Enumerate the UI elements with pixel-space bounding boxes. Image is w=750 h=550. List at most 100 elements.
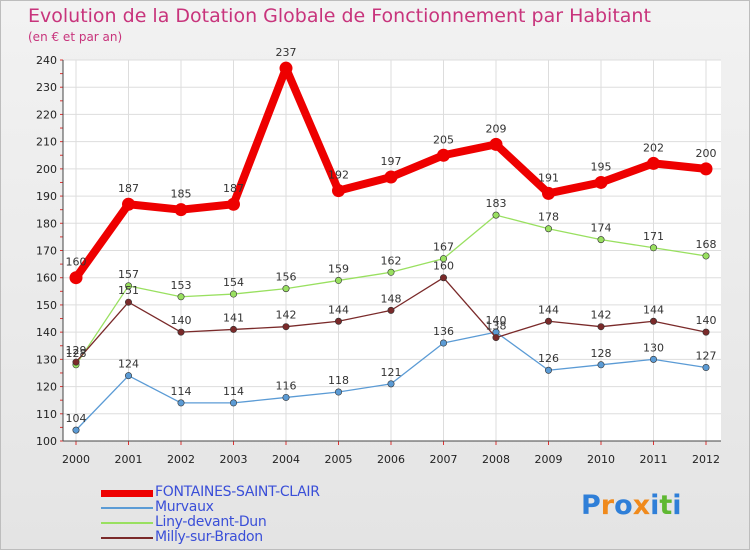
data-label-murvaux: 114 — [223, 385, 244, 398]
y-tick-label: 140 — [36, 326, 57, 339]
data-label-fontaines-saint-clair: 191 — [538, 171, 559, 184]
data-label-liny-devant-dun: 128 — [66, 347, 87, 360]
data-point-milly-sur-bradon — [439, 274, 447, 282]
legend-swatch-milly-sur-bradon — [101, 537, 153, 539]
data-point-liny-devant-dun — [230, 290, 238, 298]
data-label-fontaines-saint-clair: 202 — [643, 141, 664, 154]
data-point-milly-sur-bradon — [177, 328, 185, 336]
y-tick-label: 210 — [36, 136, 57, 149]
data-label-fontaines-saint-clair: 160 — [66, 256, 87, 269]
x-tick-label: 2012 — [692, 453, 720, 466]
logo-letter: i — [672, 490, 682, 521]
data-label-fontaines-saint-clair: 192 — [328, 169, 349, 182]
data-point-liny-devant-dun — [387, 268, 395, 276]
data-label-fontaines-saint-clair: 200 — [696, 147, 717, 160]
data-label-murvaux: 104 — [66, 412, 87, 425]
x-tick-label: 2006 — [377, 453, 405, 466]
x-tick-label: 2011 — [640, 453, 668, 466]
data-point-fontaines-saint-clair — [174, 203, 188, 217]
data-label-milly-sur-bradon: 140 — [696, 314, 717, 327]
x-tick-label: 2005 — [325, 453, 353, 466]
data-point-murvaux — [649, 355, 657, 363]
data-point-milly-sur-bradon — [544, 317, 552, 325]
data-point-murvaux — [177, 399, 185, 407]
data-label-milly-sur-bradon: 138 — [486, 320, 507, 333]
data-point-liny-devant-dun — [492, 211, 500, 219]
data-label-fontaines-saint-clair: 187 — [223, 182, 244, 195]
data-point-milly-sur-bradon — [702, 328, 710, 336]
data-label-murvaux: 126 — [538, 352, 559, 365]
series — [69, 61, 713, 434]
chart-title: Evolution de la Dotation Globale de Fonc… — [28, 5, 651, 27]
x-tick-label: 2001 — [115, 453, 143, 466]
data-label-murvaux: 130 — [643, 341, 664, 354]
data-label-liny-devant-dun: 162 — [381, 254, 402, 267]
data-point-fontaines-saint-clair — [489, 137, 503, 151]
legend-swatch-fontaines-saint-clair — [101, 489, 153, 497]
data-label-liny-devant-dun: 178 — [538, 211, 559, 224]
data-label-milly-sur-bradon: 141 — [223, 311, 244, 324]
data-label-fontaines-saint-clair: 205 — [433, 133, 454, 146]
data-point-murvaux — [544, 366, 552, 374]
x-tick-label: 2009 — [535, 453, 563, 466]
data-point-milly-sur-bradon — [387, 306, 395, 314]
data-label-fontaines-saint-clair: 187 — [118, 182, 139, 195]
logo-letter: i — [650, 490, 660, 521]
x-tick-label: 2008 — [482, 453, 510, 466]
data-label-milly-sur-bradon: 144 — [643, 303, 664, 316]
data-point-milly-sur-bradon — [334, 317, 342, 325]
y-tick-label: 160 — [36, 272, 57, 285]
data-label-fontaines-saint-clair: 185 — [171, 188, 192, 201]
x-tick-label: 2010 — [587, 453, 615, 466]
data-label-milly-sur-bradon: 160 — [433, 260, 454, 273]
data-label-milly-sur-bradon: 142 — [276, 309, 297, 322]
data-label-murvaux: 136 — [433, 325, 454, 338]
y-tick-label: 110 — [36, 408, 57, 421]
axes: 100 110 120 130 140 150 160 170 180 190 200 210 220 2… — [36, 54, 721, 466]
logo-letter: P — [581, 490, 601, 521]
data-point-murvaux — [439, 339, 447, 347]
x-tick-label: 2003 — [220, 453, 248, 466]
chart-subtitle: (en € et par an) — [28, 30, 123, 44]
data-point-murvaux — [597, 361, 605, 369]
data-label-liny-devant-dun: 168 — [696, 238, 717, 251]
y-tick-label: 150 — [36, 299, 57, 312]
data-label-liny-devant-dun: 183 — [486, 197, 507, 210]
x-tick-label: 2000 — [62, 453, 90, 466]
data-point-fontaines-saint-clair — [69, 271, 83, 285]
data-label-liny-devant-dun: 171 — [643, 230, 664, 243]
data-label-liny-devant-dun: 159 — [328, 262, 349, 275]
data-point-liny-devant-dun — [177, 293, 185, 301]
legend-label-murvaux: Murvaux — [155, 499, 214, 515]
data-point-liny-devant-dun — [282, 285, 290, 293]
data-label-murvaux: 124 — [118, 358, 139, 371]
data-point-milly-sur-bradon — [230, 325, 238, 333]
legend-label-liny-devant-dun: Liny-devant-Dun — [155, 514, 267, 530]
y-tick-label: 190 — [36, 190, 57, 203]
data-point-liny-devant-dun — [702, 252, 710, 260]
data-point-liny-devant-dun — [544, 225, 552, 233]
data-label-milly-sur-bradon: 129 — [66, 344, 87, 357]
y-tick-label: 170 — [36, 245, 57, 258]
data-label-murvaux: 121 — [381, 366, 402, 379]
data-label-fontaines-saint-clair: 209 — [486, 122, 507, 135]
y-tick-label: 130 — [36, 353, 57, 366]
data-label-liny-devant-dun: 174 — [591, 222, 612, 235]
data-label-murvaux: 114 — [171, 385, 192, 398]
data-label-milly-sur-bradon: 144 — [538, 303, 559, 316]
data-point-fontaines-saint-clair — [647, 156, 660, 170]
data-label-liny-devant-dun: 156 — [276, 271, 297, 284]
logo-letter: x — [632, 490, 651, 521]
data-point-liny-devant-dun — [334, 276, 342, 284]
data-label-milly-sur-bradon: 148 — [381, 292, 402, 305]
data-point-liny-devant-dun — [597, 236, 605, 244]
data-label-fontaines-saint-clair: 195 — [591, 160, 612, 173]
data-point-fontaines-saint-clair — [227, 197, 240, 211]
data-point-murvaux — [125, 372, 133, 380]
data-point-murvaux — [72, 426, 80, 434]
y-tick-label: 220 — [36, 108, 57, 121]
data-label-milly-sur-bradon: 151 — [118, 284, 139, 297]
y-tick-label: 180 — [36, 217, 57, 230]
x-tick-label: 2002 — [167, 453, 195, 466]
